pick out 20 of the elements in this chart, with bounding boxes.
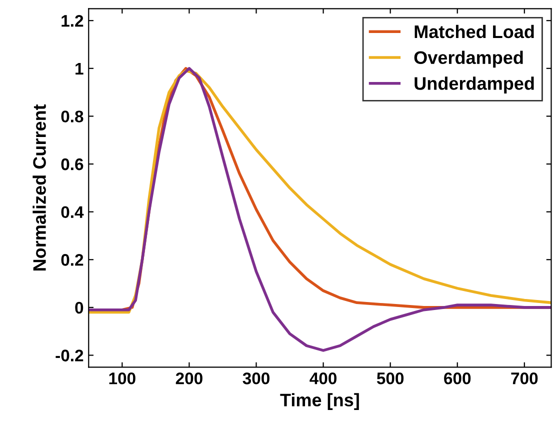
y-tick-label: 0 [75,302,84,314]
y-tick-label: 1 [76,62,84,74]
x-tick-label: 400 [310,372,337,384]
y-tick-label: 0.2 [61,254,84,266]
y-tick-label: 0.6 [61,158,84,170]
x-tick-label: 700 [511,372,538,384]
legend-label: Matched Load [414,24,534,38]
y-axis-title: Normalized Current [32,104,46,270]
x-tick-label: 100 [109,372,136,384]
y-tick-label: 0.8 [61,110,84,122]
x-tick-label: 500 [376,372,404,384]
x-tick-label: 200 [176,372,202,384]
x-tick-label: 600 [444,372,471,384]
x-tick-label: 300 [242,372,270,384]
y-tick-label: 1.2 [62,14,84,27]
x-axis-title: Time [ns] [280,393,359,410]
legend-label: Overdamped [414,50,523,68]
y-tick-label: -0.2 [56,350,84,362]
legend-label: Underdamped [414,76,534,94]
y-tick-label: 0.4 [61,206,84,218]
